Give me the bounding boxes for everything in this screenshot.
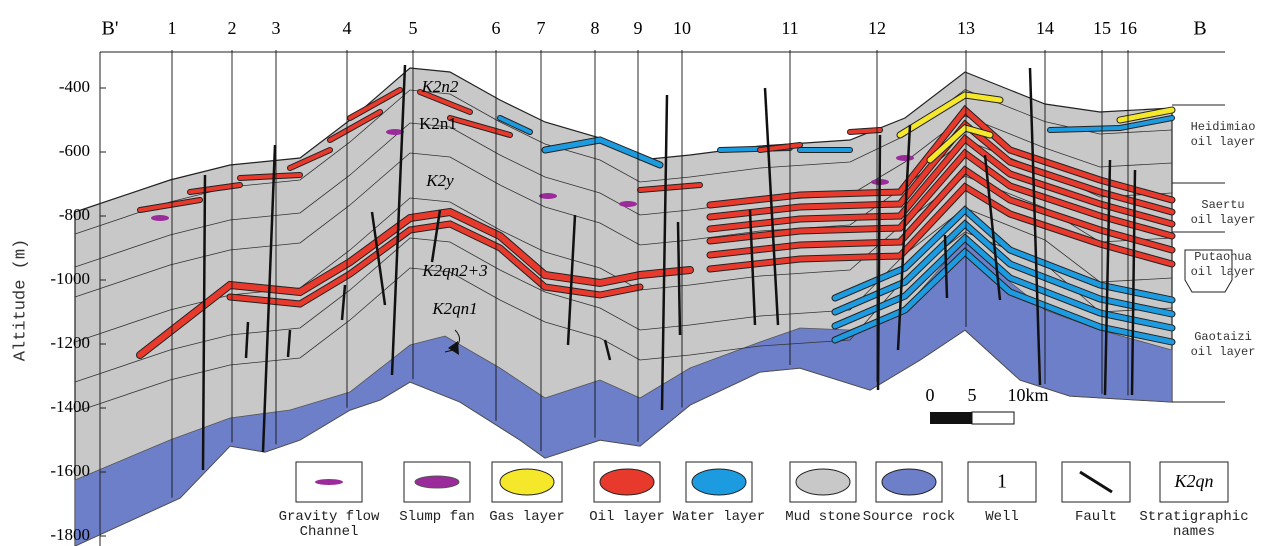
legend-label: Stratigraphic names — [1139, 510, 1249, 540]
scale-label: 5 — [968, 385, 977, 405]
well-label: 16 — [1119, 18, 1137, 38]
cross-section: Altitude (m) B' B 1234567891011121314151… — [0, 0, 1279, 546]
well-label: 5 — [409, 18, 418, 38]
well-label: 8 — [591, 18, 600, 38]
strata-name: K2y — [425, 171, 454, 190]
legend-item — [790, 462, 856, 502]
legend-item — [1062, 462, 1130, 502]
legend-label: Gas layer — [472, 510, 582, 525]
section-end: B — [1193, 18, 1206, 40]
gravity-channel — [619, 201, 637, 207]
strata-name: K2n1 — [419, 114, 457, 133]
strata-name: K2qn2+3 — [421, 261, 487, 280]
legend-item — [404, 462, 470, 502]
swatch — [692, 469, 746, 495]
y-tick-label: -1200 — [50, 333, 90, 352]
legend-item: K2qn — [1160, 462, 1228, 502]
legend-label: Water layer — [664, 510, 774, 525]
gravity-channel — [539, 193, 557, 199]
scale-label: 10km — [1007, 385, 1048, 405]
legend-symbol: 1 — [997, 471, 1007, 493]
legend-item — [296, 462, 362, 502]
well-label: 3 — [272, 18, 281, 38]
legend-label: Gravity flow Channel — [274, 510, 384, 540]
scale-label: 0 — [926, 385, 935, 405]
swatch — [882, 469, 936, 495]
legend-label: Fault — [1041, 510, 1151, 525]
legend-item: 1 — [968, 462, 1036, 502]
swatch — [415, 476, 459, 488]
well-label: 15 — [1093, 18, 1111, 38]
well-label: 2 — [228, 18, 237, 38]
y-tick-label: -1400 — [50, 397, 90, 416]
legend-item — [876, 462, 942, 502]
gravity-channel — [896, 155, 914, 161]
well-label: 9 — [634, 18, 643, 38]
well-label: 4 — [343, 18, 352, 38]
scale-black — [930, 412, 972, 424]
gravity-channel — [151, 215, 169, 221]
oil-layer-label: Gaotaizi oil layer — [1188, 330, 1258, 360]
legend-item — [594, 462, 660, 502]
oil-layer-label: Putaohua oil layer — [1188, 250, 1258, 280]
swatch — [500, 469, 554, 495]
swatch — [796, 469, 850, 495]
y-tick-label: -1800 — [50, 525, 90, 544]
y-tick-label: -1600 — [50, 461, 90, 480]
legend-symbol: K2qn — [1173, 471, 1213, 491]
section-end: B' — [102, 18, 119, 40]
well-label: 6 — [492, 18, 501, 38]
oil-layer-label: Saertu oil layer — [1188, 198, 1258, 228]
swatch — [315, 479, 343, 485]
y-tick-label: -800 — [59, 205, 90, 224]
y-tick-label: -1000 — [50, 269, 90, 288]
well-label: 11 — [781, 18, 798, 38]
axis-label: Altitude (m) — [11, 239, 30, 361]
y-tick-label: -600 — [59, 141, 90, 160]
legend-item — [492, 462, 562, 502]
well-label: 1 — [168, 18, 177, 38]
y-tick-label: -400 — [59, 77, 90, 96]
page: Altitude (m) B' B 1234567891011121314151… — [0, 0, 1279, 546]
well-label: 12 — [868, 18, 886, 38]
oil-layer-label: Heidimiao oil layer — [1188, 120, 1258, 150]
scale-white — [972, 412, 1014, 424]
strata-name: K2qn1 — [431, 299, 477, 318]
layer — [850, 130, 880, 132]
well-label: 13 — [957, 18, 975, 38]
strata-name: K2n2 — [421, 77, 459, 96]
well-label: 10 — [673, 18, 691, 38]
well-label: 7 — [537, 18, 546, 38]
well-label: 14 — [1036, 18, 1054, 38]
swatch — [600, 469, 654, 495]
legend-item — [686, 462, 752, 502]
